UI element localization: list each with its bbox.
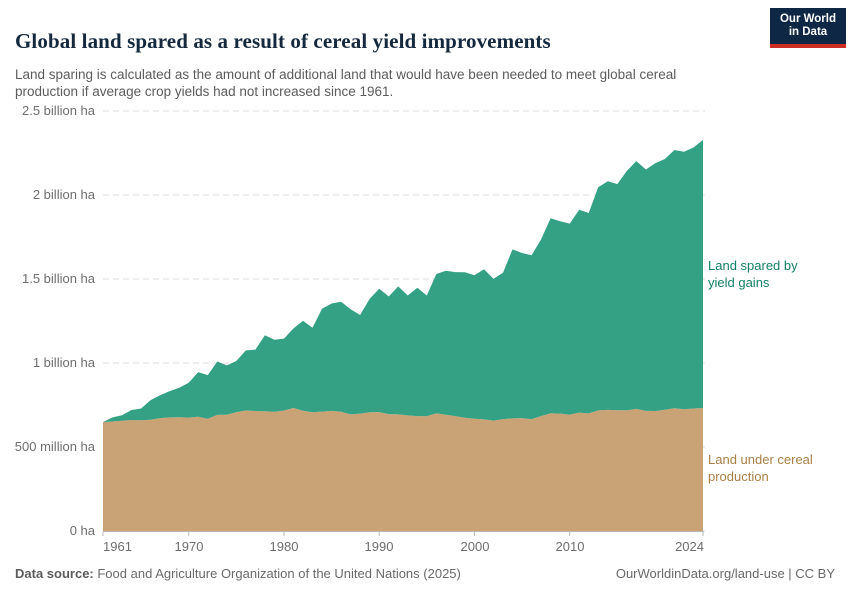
x-axis-tick-label: 1990 <box>364 539 394 554</box>
x-axis-tick-label: 2000 <box>460 539 490 554</box>
data-source-text: Food and Agriculture Organization of the… <box>93 566 461 581</box>
x-axis-tick-label: 1980 <box>269 539 299 554</box>
owid-logo[interactable]: Our World in Data <box>770 8 846 48</box>
area-land-spared-by-yield-gains[interactable] <box>103 139 703 423</box>
attribution-link[interactable]: OurWorldinData.org/land-use | CC BY <box>615 566 835 581</box>
series-label-land-under-production: Land under cereal production <box>708 452 813 484</box>
area-land-under-cereal-production[interactable] <box>103 408 703 531</box>
x-axis-tick-label: 1961 <box>103 539 132 554</box>
owid-logo-line2: in Data <box>788 26 828 38</box>
x-axis-tick-label: 2010 <box>555 539 585 554</box>
y-axis-tick-label: 0 ha <box>69 523 95 538</box>
owid-logo-line1: Our World <box>779 13 836 25</box>
data-source-label: Data source: <box>15 566 94 581</box>
chart-subtitle: Land sparing is calculated as the amount… <box>15 66 677 100</box>
page-title: Global land spared as a result of cereal… <box>15 29 551 54</box>
y-axis-tick-label: 2.5 billion ha <box>22 103 95 118</box>
y-axis-tick-label: 1 billion ha <box>32 355 95 370</box>
y-axis-tick-label: 500 million ha <box>14 439 95 454</box>
y-axis-tick-label: 1.5 billion ha <box>22 271 95 286</box>
x-axis-tick-label: 2024 <box>675 539 704 554</box>
chart-footer: Data source: Food and Agriculture Organi… <box>15 566 835 582</box>
x-axis-tick-label: 1970 <box>174 539 204 554</box>
data-source-note: Data source: Food and Agriculture Organi… <box>15 566 461 582</box>
series-label-land-spared: Land spared by yield gains <box>708 258 798 290</box>
y-axis-tick-label: 2 billion ha <box>32 187 95 202</box>
